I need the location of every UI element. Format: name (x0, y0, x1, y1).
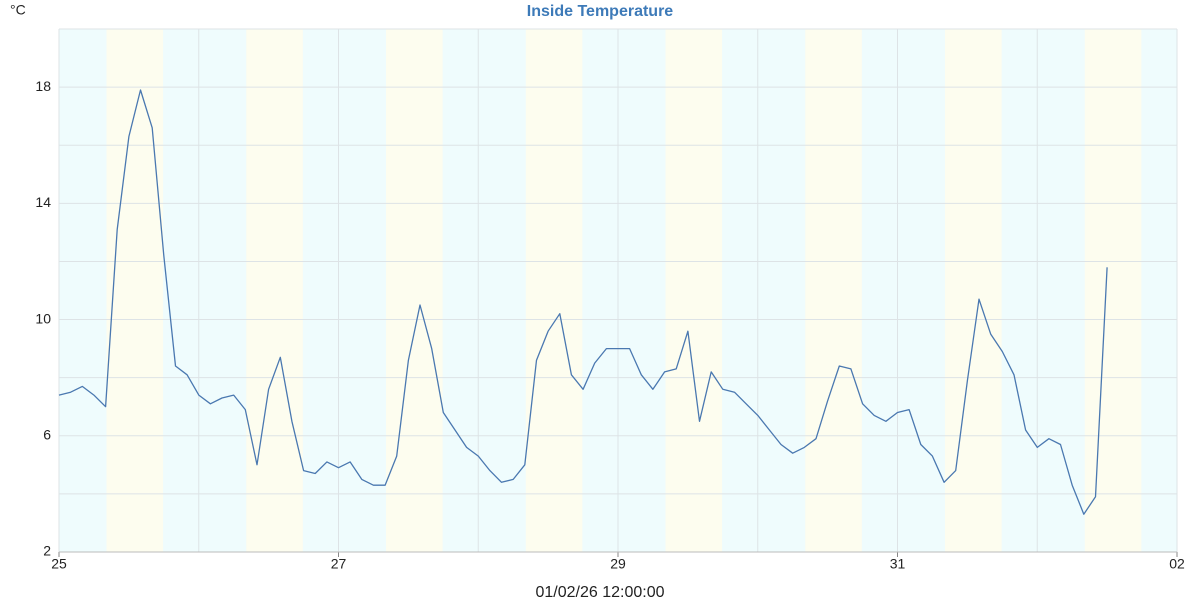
y-tick-label: 2 (43, 543, 51, 559)
day-band (805, 29, 862, 552)
y-tick-label: 10 (35, 310, 51, 326)
x-tick-label: 25 (51, 556, 67, 572)
y-tick-label: 18 (35, 78, 51, 94)
x-tick-label: 29 (610, 556, 626, 572)
x-tick-label: 27 (331, 556, 347, 572)
x-tick-label: 31 (890, 556, 906, 572)
day-band (525, 29, 583, 552)
day-band (106, 29, 164, 552)
day-band (1084, 29, 1142, 552)
day-band (246, 29, 303, 552)
y-axis-label: °C (10, 2, 26, 18)
data-line (58, 89, 1108, 515)
time-annotation: 01/02/26 12:00:00 (535, 584, 664, 600)
day-band (665, 29, 723, 552)
y-tick-label: 14 (35, 194, 51, 210)
chart-title: Inside Temperature (527, 3, 674, 20)
y-tick-label: 6 (43, 426, 51, 442)
day-band (945, 29, 1002, 552)
day-band (386, 29, 443, 552)
x-tick-label: 02 (1169, 556, 1185, 572)
